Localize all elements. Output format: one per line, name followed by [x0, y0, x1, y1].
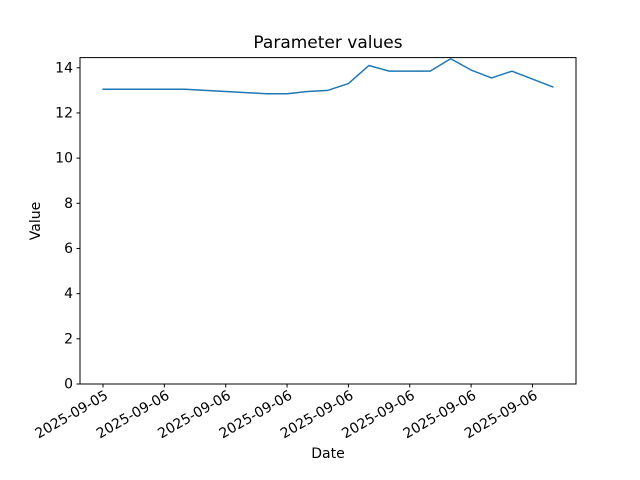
y-axis-label: Value: [28, 201, 44, 241]
data-line-series: [102, 57, 554, 95]
x-axis-label: Date: [311, 446, 345, 462]
y-tick-label: 8: [64, 196, 73, 212]
y-tick-label: 2: [64, 331, 73, 347]
y-tick-label: 10: [55, 151, 73, 167]
y-tick-label: 0: [64, 377, 73, 393]
y-tick-label: 4: [64, 286, 73, 302]
chart-title: Parameter values: [253, 33, 403, 53]
y-tick-label: 12: [55, 105, 73, 121]
y-tick-label: 6: [64, 241, 73, 257]
axes-frame: [79, 57, 577, 385]
y-tick-label: 14: [55, 60, 73, 76]
